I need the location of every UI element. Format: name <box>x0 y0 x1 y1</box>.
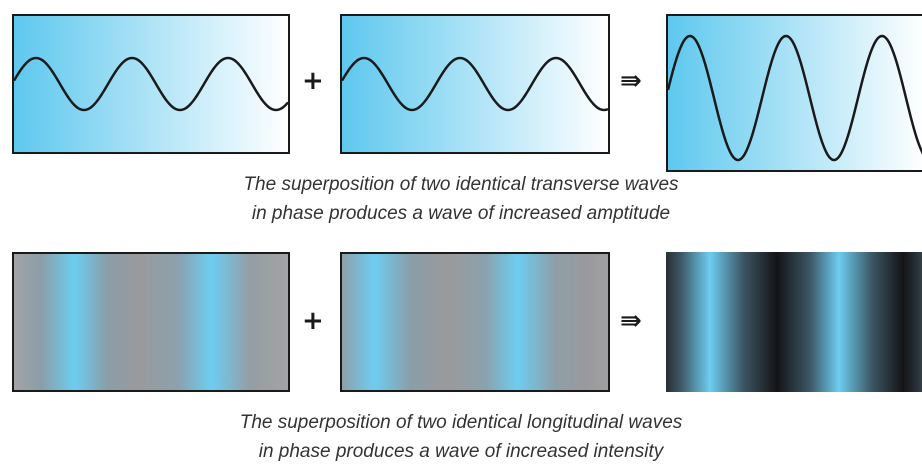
transverse-caption: The superposition of two identical trans… <box>0 170 922 228</box>
transverse-result-panel <box>666 14 922 172</box>
transverse-wave-1-curve <box>14 56 288 112</box>
longitudinal-result-graphic <box>666 252 922 392</box>
transverse-caption-line-2: in phase produces a wave of increased am… <box>251 203 671 224</box>
plus-sign-transverse: + <box>302 66 324 96</box>
transverse-wave-1-graphic <box>14 16 288 152</box>
longitudinal-wave-1-graphic <box>14 254 288 390</box>
arrow-icon-transverse: ⇛ <box>620 66 642 96</box>
longitudinal-wave-panel-1 <box>12 252 290 392</box>
transverse-caption-line-1: The superposition of two identical trans… <box>243 174 679 195</box>
transverse-wave-2-graphic <box>342 16 608 152</box>
plus-sign-longitudinal: + <box>302 306 324 336</box>
longitudinal-result-panel <box>666 252 922 392</box>
longitudinal-wave-panel-2 <box>340 252 610 392</box>
arrow-icon-longitudinal: ⇛ <box>620 306 642 336</box>
transverse-wave-panel-1 <box>12 14 290 154</box>
transverse-result-graphic <box>668 16 922 170</box>
longitudinal-caption-line-1: The superposition of two identical longi… <box>239 412 683 433</box>
longitudinal-wave-2-graphic <box>342 254 608 390</box>
transverse-wave-2-curve <box>342 56 608 112</box>
longitudinal-caption-line-2: in phase produces a wave of increased in… <box>258 441 664 462</box>
transverse-wave-panel-2 <box>340 14 610 154</box>
transverse-result-curve <box>668 34 922 162</box>
longitudinal-caption: The superposition of two identical longi… <box>0 408 922 466</box>
